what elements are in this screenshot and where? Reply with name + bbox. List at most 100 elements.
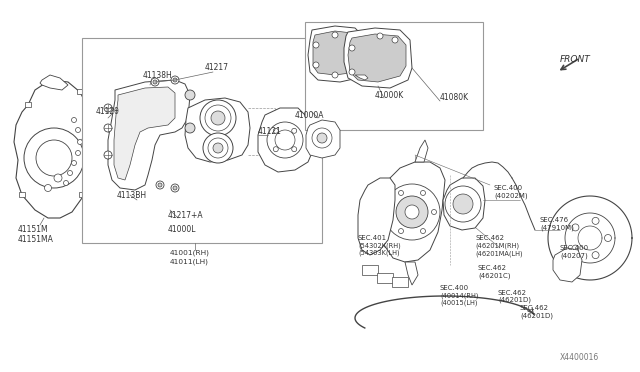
Circle shape [420,190,426,195]
Polygon shape [313,31,356,75]
Bar [79,192,85,197]
Circle shape [312,128,332,148]
Text: (40015(LH): (40015(LH) [440,300,477,306]
Text: 41151M: 41151M [18,225,49,234]
Text: SEC.401: SEC.401 [358,235,387,241]
Circle shape [349,45,355,51]
Text: SEC.462: SEC.462 [478,265,507,271]
Text: SEC.400: SEC.400 [494,185,523,191]
Text: 41138H: 41138H [143,71,173,80]
Text: 41000A: 41000A [295,110,324,119]
Text: 41011(LH): 41011(LH) [170,259,209,265]
Circle shape [292,128,297,133]
Circle shape [267,122,303,158]
Polygon shape [415,140,428,162]
Circle shape [592,217,599,224]
Text: (46201D): (46201D) [520,313,553,319]
Text: (54302K(RH): (54302K(RH) [358,243,401,249]
Text: 41000L: 41000L [168,225,196,234]
Circle shape [63,180,68,186]
Text: 41121: 41121 [258,128,282,137]
Text: 4112θ: 4112θ [96,108,120,116]
Text: SEC.462: SEC.462 [475,235,504,241]
Circle shape [592,251,599,259]
Text: (46201M(RH): (46201M(RH) [475,243,519,249]
Circle shape [273,128,278,133]
Text: (40014(RH): (40014(RH) [440,293,479,299]
Circle shape [76,128,81,132]
Circle shape [399,228,403,234]
Circle shape [24,128,84,188]
Circle shape [54,174,62,182]
Text: SEC.400: SEC.400 [440,285,469,291]
Text: (46201C): (46201C) [478,273,511,279]
Circle shape [431,209,436,215]
Circle shape [185,123,195,133]
Polygon shape [258,108,314,172]
Circle shape [45,185,51,192]
Polygon shape [14,80,88,218]
Circle shape [273,147,278,152]
Bar [305,22,483,130]
Circle shape [185,90,195,100]
Polygon shape [405,262,418,285]
Polygon shape [185,98,250,162]
Circle shape [77,140,83,144]
Text: X4400016: X4400016 [560,353,599,362]
Circle shape [173,186,177,190]
Text: (46201MA(LH): (46201MA(LH) [475,251,523,257]
Polygon shape [108,80,190,190]
Polygon shape [348,34,406,82]
Polygon shape [362,265,378,275]
Polygon shape [377,273,393,283]
Circle shape [605,234,611,241]
Bar [77,89,83,94]
Circle shape [104,124,112,132]
Text: (54303K(LH): (54303K(LH) [358,250,399,256]
Text: 41001(RH): 41001(RH) [170,250,210,256]
Polygon shape [114,87,175,180]
Text: 41151MA: 41151MA [18,235,54,244]
Text: SEC.462: SEC.462 [520,305,549,311]
Circle shape [377,33,383,39]
Polygon shape [355,75,368,80]
Circle shape [317,133,327,143]
Text: 41217: 41217 [205,64,229,73]
Text: 41080K: 41080K [440,93,469,103]
Circle shape [332,72,338,78]
Polygon shape [308,26,362,82]
Circle shape [396,196,428,228]
Circle shape [453,194,473,214]
Circle shape [72,118,77,122]
Text: SEC.476: SEC.476 [540,217,569,223]
Circle shape [445,186,481,222]
Circle shape [173,78,177,82]
Bar [82,38,322,243]
Circle shape [151,78,159,86]
Text: FRONT: FRONT [560,55,591,64]
Text: (46201D): (46201D) [498,297,531,303]
Circle shape [572,245,579,252]
Circle shape [72,160,77,166]
Circle shape [171,76,179,84]
Text: (47910M): (47910M) [540,225,574,231]
Polygon shape [443,178,485,230]
Circle shape [205,105,231,131]
Circle shape [384,184,440,240]
Text: 41217+A: 41217+A [168,211,204,219]
Circle shape [211,111,225,125]
Circle shape [200,100,236,136]
Circle shape [213,143,223,153]
Circle shape [313,62,319,68]
Text: SEC.462: SEC.462 [498,290,527,296]
Circle shape [76,151,81,155]
Text: SEC.400: SEC.400 [560,245,589,251]
Circle shape [405,205,419,219]
Circle shape [420,228,426,234]
Circle shape [332,32,338,38]
Circle shape [171,184,179,192]
Text: 41000K: 41000K [375,90,404,99]
Circle shape [572,224,579,231]
Circle shape [156,181,164,189]
Circle shape [392,37,398,43]
